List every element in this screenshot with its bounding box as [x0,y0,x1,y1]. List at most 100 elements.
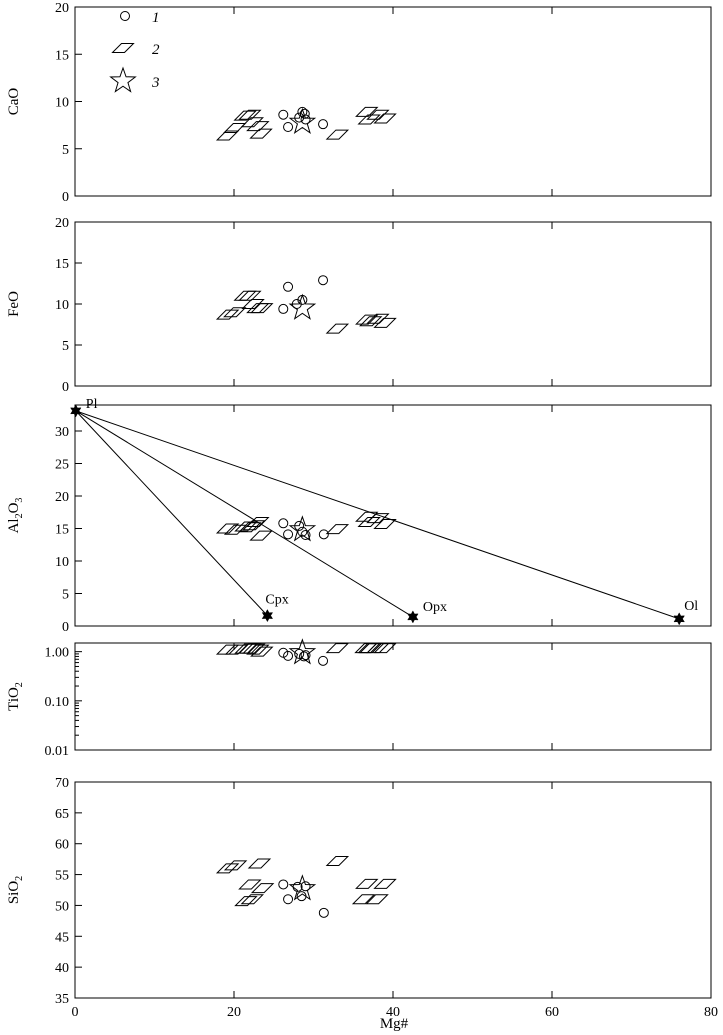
data-point-parallelogram [355,314,379,325]
data-point-circle [278,303,289,314]
y-tick-label: 40 [55,961,69,976]
endmember-pl-marker [70,404,82,418]
y-tick-label: 70 [55,776,69,791]
data-point-parallelogram [325,129,350,140]
y-tick-label: 5 [62,143,69,158]
data-point-parallelogram [234,896,258,907]
panel-feo: 0 5 10 15 20 FeO [6,216,712,395]
data-point-star [288,107,317,135]
data-point-parallelogram [351,894,376,905]
data-point-parallelogram [366,313,390,324]
y-tick-label: 1.00 [45,646,70,661]
data-point-circle [300,114,311,125]
endmember-label-opx: Opx [423,600,447,615]
x-tick-label: 0 [72,1005,79,1020]
data-point-parallelogram [249,128,273,139]
y-tick-label: 50 [55,899,69,914]
data-point-parallelogram [366,513,390,524]
data-point-parallelogram [246,517,270,527]
data-point-parallelogram [325,323,350,334]
data-point-parallelogram [223,524,248,535]
legend-marker-parallelogram [111,43,135,53]
data-point-parallelogram [247,858,272,869]
data-point-circle [283,650,294,661]
y-tick-label: 15 [55,48,69,63]
y-tick-label: 35 [55,992,69,1007]
data-point-parallelogram [246,644,270,655]
data-point-star [288,638,317,665]
endmember-label-pl: Pl [86,397,98,412]
data-point-parallelogram [215,863,240,874]
data-point-parallelogram [250,646,274,657]
data-point-parallelogram [355,106,379,117]
data-point-parallelogram [366,109,390,120]
data-point-circle [278,518,289,529]
data-point-parallelogram [373,113,397,124]
panel-tio2: 0.01 0.10 1.00 TiO2 [6,638,712,759]
y-axis-title: Al2O3 [6,498,25,534]
y-tick-label: 0.01 [45,744,70,759]
data-point-parallelogram [325,524,350,535]
data-point-parallelogram [215,130,240,141]
legend-marker-circle [120,11,130,21]
data-point-parallelogram [215,309,240,320]
data-point-circle [283,281,294,292]
y-tick-label: 60 [55,838,69,853]
legend-marker-star [109,66,137,93]
y-tick-label: 25 [55,458,69,473]
data-point-parallelogram [223,122,247,133]
data-point-parallelogram [241,299,265,309]
data-point-parallelogram [325,855,350,866]
y-tick-label: 5 [62,339,69,354]
data-point-parallelogram [215,523,240,534]
y-tick-label: 0 [62,380,69,395]
mixing-line-pl-cpx [75,410,268,616]
y-tick-label: 20 [55,216,69,231]
panel-frame [74,221,712,387]
endmember-cpx-marker [261,609,274,623]
data-point-circle [318,907,329,918]
data-point-parallelogram [357,517,381,527]
endmember-label-ol: Ol [684,599,698,614]
x-axis-title: Mg# [380,1016,409,1032]
panel-frame [74,781,712,999]
data-point-star [288,515,317,542]
data-point-parallelogram [246,121,270,132]
endmember-ol-marker [673,612,685,626]
data-point-parallelogram [373,878,397,889]
data-point-circle [283,122,294,133]
y-tick-label: 10 [55,555,69,570]
data-point-parallelogram [325,643,350,654]
y-axis-title: FeO [6,291,22,317]
data-point-parallelogram [233,110,257,121]
legend-label-1: 1 [152,10,160,26]
data-point-circle [318,655,329,666]
data-point-circle [278,879,289,890]
data-point-parallelogram [242,643,266,654]
panel-frame [74,6,712,197]
y-tick-label: 0 [62,190,69,205]
data-point-circle [283,894,294,905]
y-tick-label: 45 [55,930,69,945]
panel-al2o3: 0 5 10 15 20 25 30 Al2O3 Pl Cpx Opx Ol [6,397,712,635]
data-point-parallelogram [250,883,275,894]
y-tick-label: 65 [55,807,69,822]
y-tick-label: 0 [62,620,69,635]
data-point-parallelogram [373,317,397,328]
data-point-parallelogram [223,860,248,871]
data-point-circle [299,108,310,119]
chart-panels: 05101520CaO12305101520FeO051015202530Al2… [6,1,718,1020]
data-point-parallelogram [238,879,262,890]
y-tick-label: 10 [55,96,69,111]
endmember-label-cpx: Cpx [265,593,288,608]
y-tick-label: 55 [55,869,69,884]
legend: 1 2 3 [109,10,160,93]
data-point-parallelogram [240,894,264,905]
panel-frame [74,642,712,751]
data-point-parallelogram [359,316,383,327]
data-point-parallelogram [373,643,397,654]
data-point-parallelogram [357,114,381,125]
y-axis-title: CaO [6,88,22,116]
data-point-circle [297,526,308,537]
data-point-parallelogram [238,109,262,120]
